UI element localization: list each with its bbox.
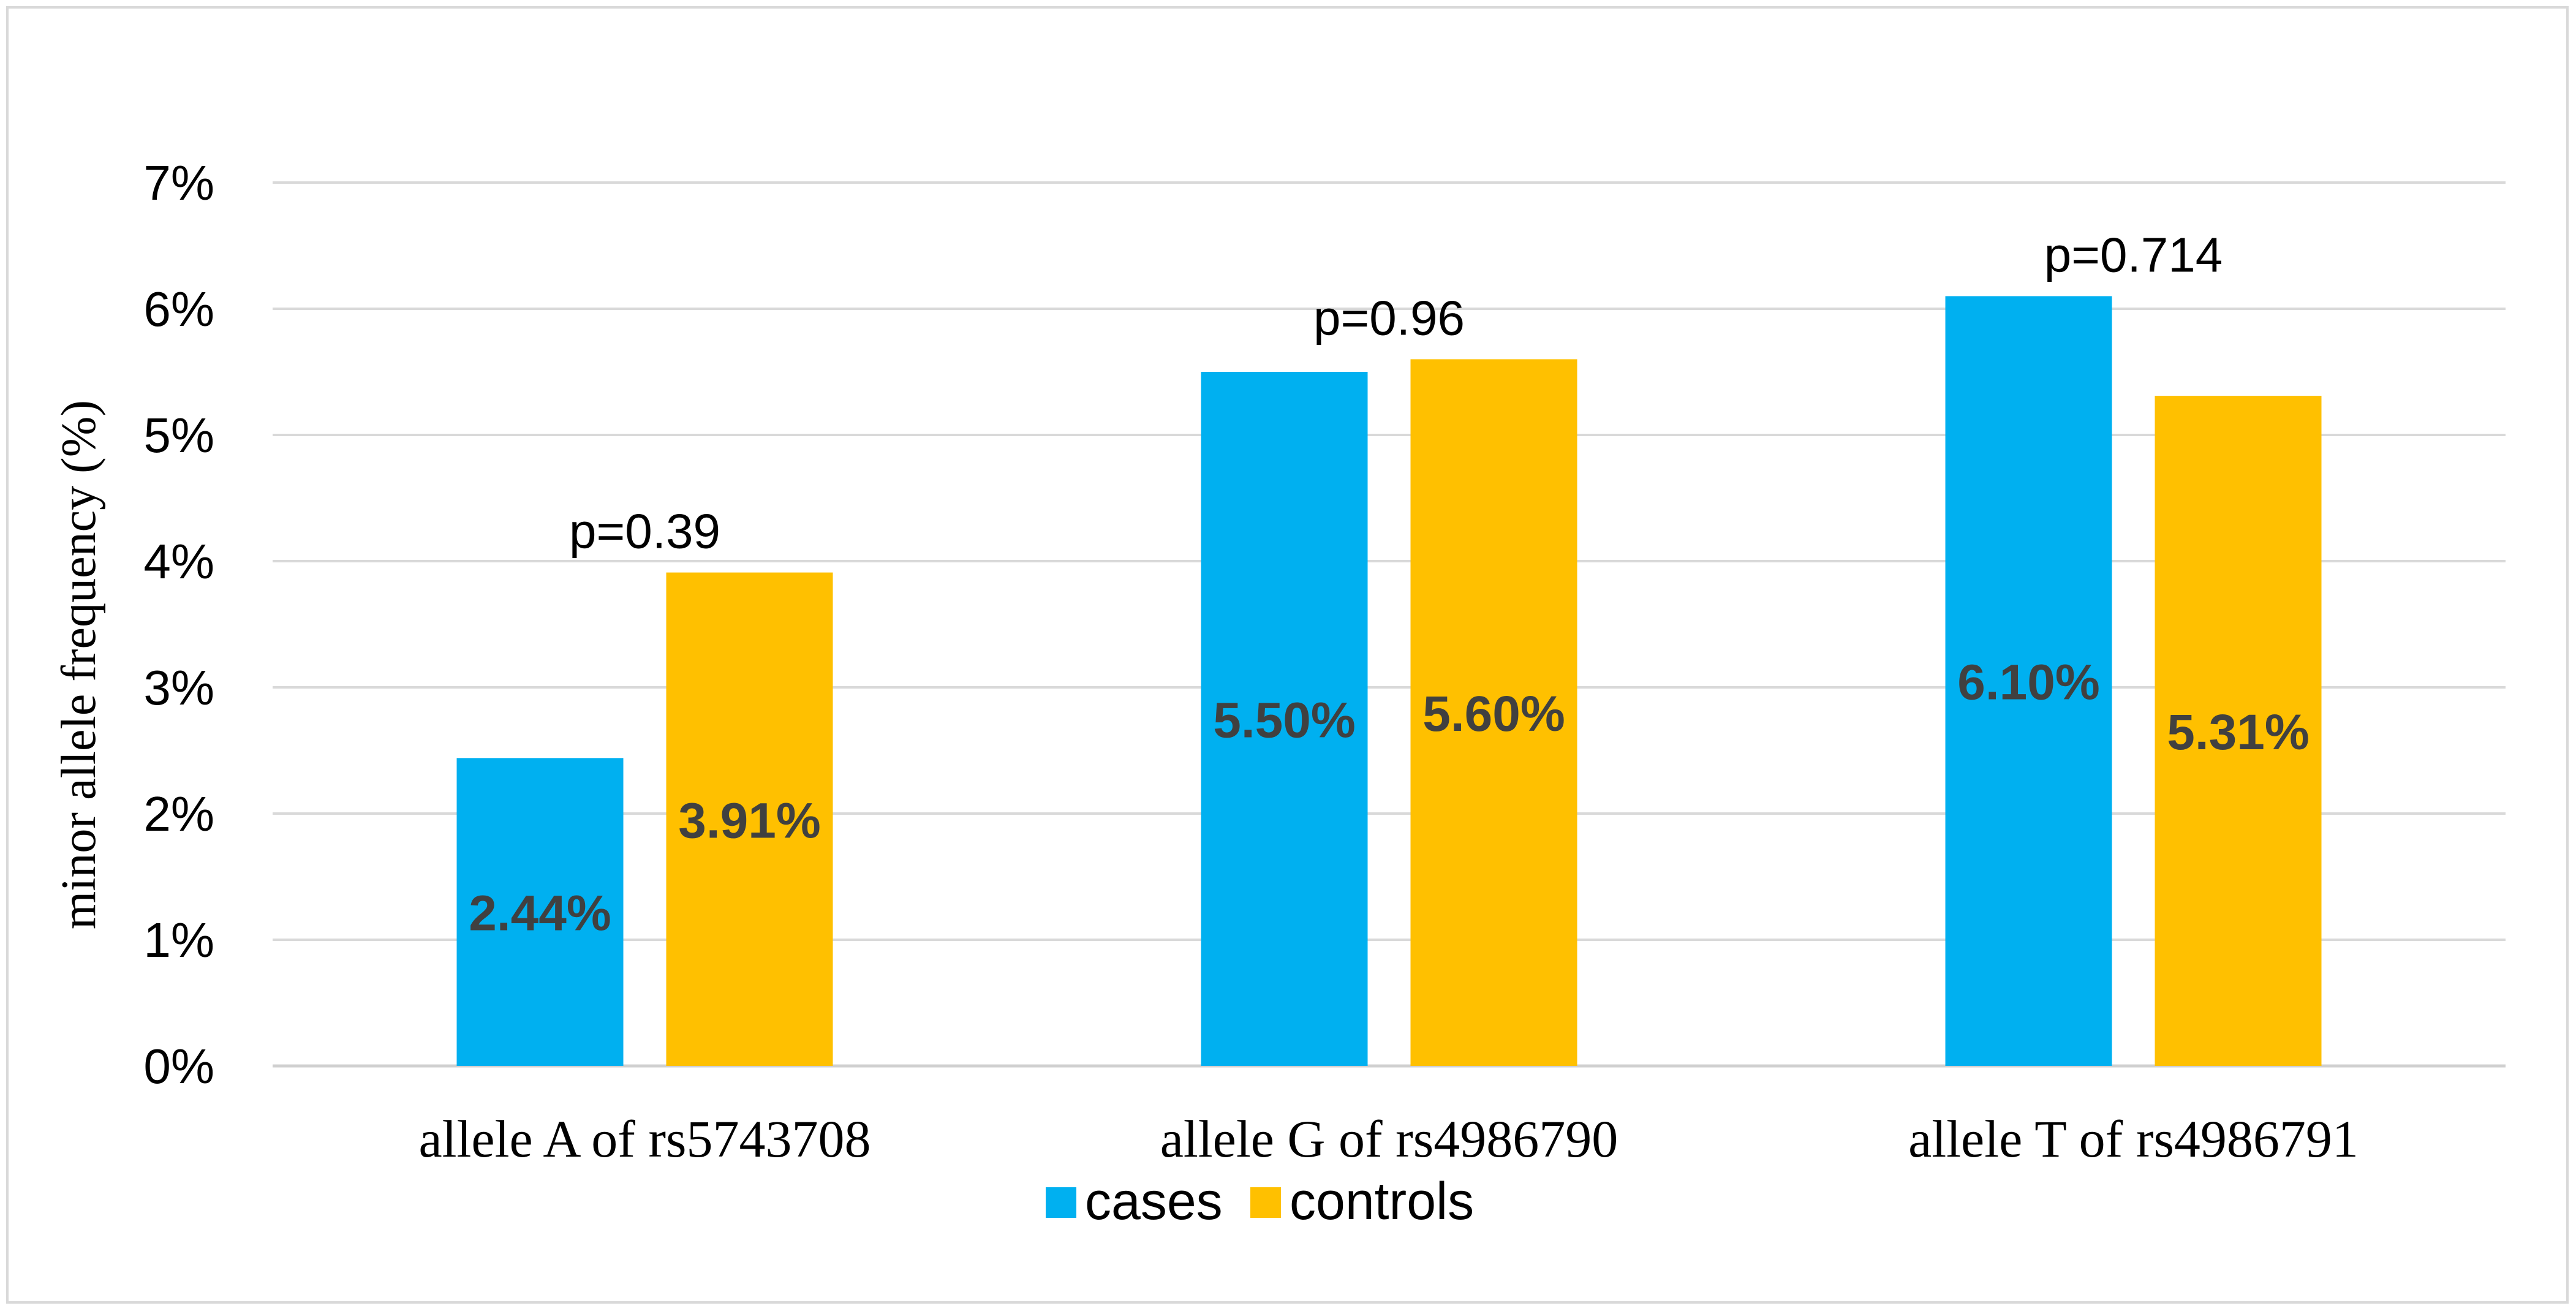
bar-controls <box>1410 359 1577 1066</box>
bars <box>456 296 2322 1066</box>
data-label-cases: 5.50% <box>1213 693 1356 749</box>
y-axis-title: minor allele frequency (%) <box>52 400 106 929</box>
y-tick-label: 1% <box>143 913 214 967</box>
bar-cases <box>1201 372 1368 1066</box>
x-category-label: allele A of rs5743708 <box>418 1109 871 1168</box>
legend: cases controls <box>1046 1172 1474 1231</box>
p-value-annotation: p=0.96 <box>1313 290 1465 345</box>
x-category-label: allele T of rs4986791 <box>1908 1109 2359 1168</box>
bar-controls <box>2155 396 2322 1066</box>
legend-swatch-cases <box>1046 1187 1076 1218</box>
bar-cases <box>456 758 624 1066</box>
data-label-cases: 6.10% <box>1957 655 2100 711</box>
data-label-cases: 2.44% <box>469 886 611 942</box>
gridlines <box>273 181 2506 1068</box>
p-value-annotation: p=0.39 <box>569 504 720 559</box>
y-tick-label: 3% <box>143 660 214 715</box>
y-tick-label: 5% <box>143 408 214 463</box>
legend-swatch-controls <box>1250 1187 1281 1218</box>
x-category-label: allele G of rs4986790 <box>1160 1109 1618 1168</box>
y-tick-label: 6% <box>143 282 214 336</box>
bar-controls <box>666 572 833 1066</box>
legend-label-controls: controls <box>1290 1172 1474 1231</box>
y-tick-label: 4% <box>143 534 214 589</box>
y-tick-label: 7% <box>143 156 214 210</box>
data-label-controls: 3.91% <box>678 793 821 848</box>
axes: 0% 1% 2% 3% 4% 5% 6% 7% minor allele frequency (… <box>52 156 2359 1168</box>
p-value-annotation: p=0.714 <box>2044 227 2223 282</box>
y-tick-label: 0% <box>143 1039 214 1094</box>
data-labels: 2.44% 3.91% p=0.39 5.50% 5.60% p=0.96 6.10% 5.3… <box>469 227 2310 941</box>
bar-cases <box>1945 296 2112 1066</box>
y-tick-label: 2% <box>143 787 214 841</box>
legend-label-cases: cases <box>1085 1172 1223 1231</box>
data-label-controls: 5.60% <box>1422 686 1565 742</box>
data-label-controls: 5.31% <box>2167 705 2310 760</box>
